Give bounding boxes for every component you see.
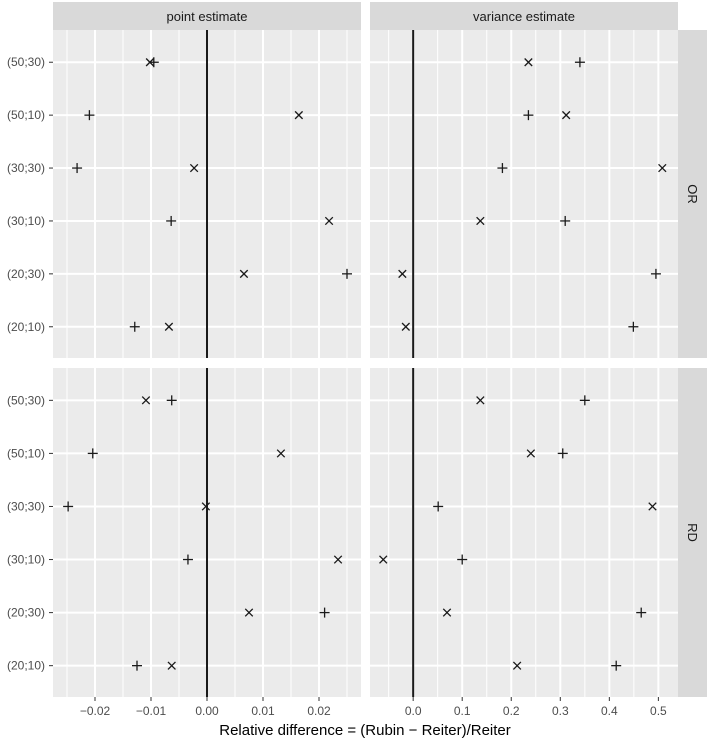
plus-marker: [457, 554, 468, 565]
plus-marker: [557, 448, 568, 459]
x-tick-label: 0.01: [251, 704, 275, 718]
strip-label: RD: [685, 523, 700, 542]
panel-rd-point: [53, 368, 361, 697]
plus-marker: [523, 110, 534, 121]
y-tick-label: (30;30): [7, 161, 45, 175]
plus-marker: [166, 395, 177, 406]
cross-marker: [526, 449, 536, 458]
plus-marker: [87, 448, 98, 459]
plus-marker: [129, 321, 140, 332]
y-tick-label: (20;30): [7, 606, 45, 620]
plus-marker: [166, 215, 177, 226]
strip-background: [678, 30, 707, 358]
strip-rd: RD: [678, 368, 707, 697]
cross-marker: [476, 396, 485, 405]
x-tick-label: 0.3: [552, 704, 569, 718]
x-tick-label: −0.02: [80, 704, 111, 718]
panel-background: [370, 30, 678, 358]
strip-label: OR: [685, 184, 700, 204]
plus-marker: [132, 660, 142, 671]
y-tick-label: (50;10): [7, 108, 45, 122]
cross-marker: [276, 449, 286, 458]
y-tick-label: (20;30): [7, 267, 45, 281]
cross-marker: [141, 396, 151, 405]
y-axis: (50;30) (50;10) (30;30) (30;10) (20;30) (20;1…: [7, 55, 53, 673]
cross-marker: [658, 163, 667, 173]
x-tick-label: 0.2: [503, 704, 520, 718]
cross-marker: [561, 110, 571, 120]
cross-marker: [379, 555, 388, 564]
cross-marker: [189, 163, 199, 173]
cross-marker: [476, 216, 485, 226]
cross-marker: [145, 58, 155, 67]
strip-label: variance estimate: [473, 9, 575, 24]
cross-marker: [648, 502, 657, 511]
plus-marker: [497, 163, 508, 174]
cross-marker: [167, 661, 176, 670]
plus-marker: [342, 268, 352, 279]
x-tick-label: −0.01: [136, 704, 167, 718]
y-tick-label: (20;10): [7, 659, 45, 673]
strip-point-estimate: point estimate: [53, 2, 361, 30]
cross-marker: [512, 661, 522, 670]
plus-marker: [560, 215, 571, 226]
plus-marker: [650, 268, 661, 279]
panel-or-variance: [370, 30, 678, 358]
plus-marker: [611, 660, 622, 671]
panel-or-point: [53, 30, 361, 358]
y-tick-label: (30;10): [7, 214, 45, 228]
plus-marker: [433, 501, 444, 512]
strip-background: [53, 2, 361, 30]
y-tick-label: (50;30): [7, 393, 45, 407]
y-tick-label: (20;10): [7, 320, 45, 334]
cross-marker: [398, 269, 407, 279]
plus-marker: [182, 554, 193, 565]
plus-marker: [628, 321, 639, 332]
cross-marker: [324, 216, 334, 226]
cross-marker: [333, 555, 343, 564]
plus-marker: [636, 607, 647, 618]
cross-marker: [294, 110, 304, 120]
x-tick-label: 0.1: [454, 704, 471, 718]
strip-background: [678, 368, 707, 697]
plus-marker: [574, 57, 585, 68]
panel-rd-variance: [370, 368, 678, 697]
strip-variance-estimate: variance estimate: [370, 2, 678, 30]
cross-marker: [239, 269, 249, 279]
facet-strips: point estimate variance estimate OR RD: [53, 2, 707, 697]
plus-marker: [84, 110, 95, 121]
x-tick-label: 0.02: [307, 704, 331, 718]
x-axis-title: Relative difference = (Rubin − Reiter)/R…: [219, 722, 511, 739]
strip-or: OR: [678, 30, 707, 358]
plus-marker: [63, 501, 74, 512]
chart-panels: [53, 30, 678, 697]
x-tick-label: 0.4: [601, 704, 618, 718]
cross-marker: [164, 322, 174, 331]
strip-label: point estimate: [167, 9, 248, 24]
x-tick-label: 0.0: [405, 704, 422, 718]
plus-marker: [319, 607, 330, 618]
y-tick-label: (30;30): [7, 499, 45, 513]
cross-marker: [244, 608, 254, 617]
plus-marker: [72, 163, 83, 174]
x-tick-label: 0.00: [195, 704, 219, 718]
y-tick-label: (50;30): [7, 55, 45, 69]
cross-marker: [442, 608, 452, 617]
cross-marker: [401, 322, 411, 331]
plus-marker: [579, 395, 590, 406]
y-tick-label: (50;10): [7, 446, 45, 460]
panel-background: [370, 368, 678, 697]
x-tick-label: 0.5: [650, 704, 667, 718]
cross-marker: [524, 58, 533, 67]
strip-background: [370, 2, 678, 30]
x-axis: −0.02 −0.01 0.00 0.01 0.02 0.0 0.1 0.2 0.3 0.4 0.5: [80, 697, 667, 718]
y-tick-label: (30;10): [7, 553, 45, 567]
cross-marker: [201, 502, 211, 511]
